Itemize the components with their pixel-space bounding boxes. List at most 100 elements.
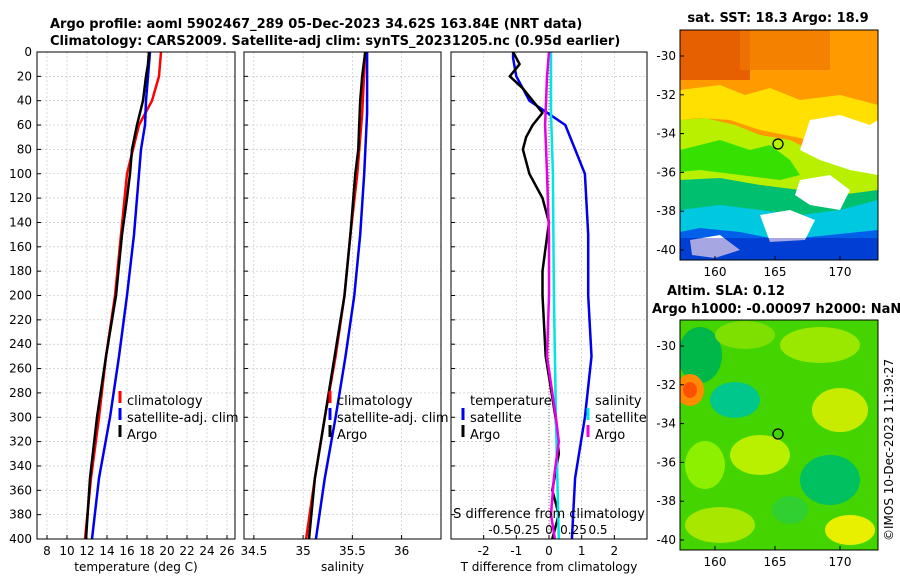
x-tick-label: 1 [578,544,586,558]
s-tick-label: -0.5 [488,523,511,537]
x-tick-label: 36 [394,544,409,558]
s-tick-label: -0.25 [509,523,540,537]
y-tick-label: 20 [17,69,32,83]
x-tick-label: 0 [545,544,553,558]
x-tick-label: 22 [179,544,194,558]
x-tick-label: -2 [478,544,490,558]
y-tick-label: 100 [9,167,32,181]
y-tick-label: 360 [9,483,32,497]
x-tick-label: 12 [79,544,94,558]
map-y-tick-label: -38 [656,204,676,218]
temperature-xlabel: temperature (deg C) [74,560,197,574]
map-y-tick-label: -36 [656,165,676,179]
figure-title-line1: Argo profile: aoml 5902467_289 05-Dec-20… [50,17,582,32]
map-y-tick-label: -32 [656,88,676,102]
map-y-tick-label: -30 [656,49,676,63]
s-tick-label: 0.5 [588,523,607,537]
x-tick-label: 24 [199,544,214,558]
legend-title-temperature: temperature [470,394,552,409]
x-tick-label: 2 [611,544,619,558]
y-tick-label: 120 [9,191,32,205]
argo-location-marker-sla [772,428,784,440]
map-y-tick-label: -36 [656,455,676,469]
map-y-tick-label: -34 [656,417,676,431]
legend-label: climatology [337,394,413,409]
map-x-tick-label: 165 [764,555,787,569]
figure-title-line2: Climatology: CARS2009. Satellite-adj cli… [50,34,620,49]
y-tick-label: 180 [9,264,32,278]
legend-label: Argo [595,428,625,443]
temperature-panel: 8 10 12 14 16 18 20 22 24 26 temperature (deg C) 0 2… [9,45,239,574]
difference-line-temperature-satellite [511,52,593,539]
temperature-line-satellite-adj-clim [90,52,152,539]
x-tick-label: 35 [295,544,310,558]
legend-label: satellite-adj. clim [337,411,449,426]
map-x-tick-label: 170 [829,555,852,569]
imos-watermark: ©IMOS 10-Dec-2023 11:39:27 [882,359,896,541]
x-tick-label: 8 [43,544,51,558]
x-tick-label: -1 [510,544,522,558]
legend-label: Argo [127,428,157,443]
y-tick-label: 140 [9,215,32,229]
y-tick-label: 200 [9,289,32,303]
map-y-tick-label: -40 [656,243,676,257]
legend-label: climatology [127,394,203,409]
sst-map-title: sat. SST: 18.3 Argo: 18.9 [687,11,868,26]
map-y-tick-label: -38 [656,494,676,508]
map-y-tick-label: -30 [656,339,676,353]
x-tick-label: 34.5 [240,544,267,558]
y-tick-label: 160 [9,240,32,254]
x-tick-label: 20 [159,544,174,558]
s-tick-label: 0.25 [560,523,587,537]
legend-label: satellite [595,411,647,426]
salinity-line-argo [307,52,367,539]
salinity-panel: 34.5 35 35.5 36 salinity climatology satellite… [240,51,449,574]
y-tick-label: 80 [17,142,32,156]
x-tick-label: 16 [119,544,134,558]
map-y-tick-label: -40 [656,533,676,547]
y-tick-label: 400 [9,532,32,546]
legend-label: Argo [337,428,367,443]
y-tick-label: 220 [9,313,32,327]
y-tick-label: 320 [9,435,32,449]
sst-map [679,29,879,261]
map-x-tick-label: 160 [704,265,727,279]
sla-map-title-line2: Argo h1000: -0.00097 h2000: NaN [652,302,900,317]
salinity-line-satellite-adj-clim [314,52,369,539]
legend-title-salinity: salinity [595,394,642,409]
y-tick-label: 60 [17,118,32,132]
legend-label: Argo [470,428,500,443]
map-x-tick-label: 160 [704,555,727,569]
temperature-line-climatology [83,52,163,539]
x-tick-label: 18 [139,544,154,558]
y-tick-label: 240 [9,337,32,351]
x-tick-label: 26 [219,544,234,558]
s-diff-label: S difference from climatology [453,507,645,522]
y-tick-label: 40 [17,94,32,108]
salinity-series [304,52,369,539]
x-tick-label: 10 [59,544,74,558]
salinity-xlabel: salinity [321,560,364,574]
sla-map [679,319,879,551]
difference-line-salinity-satellite [549,52,561,539]
legend-label: satellite-adj. clim [127,411,239,426]
y-tick-label: 380 [9,508,32,522]
map-y-tick-label: -32 [656,378,676,392]
map-y-tick-label: -34 [656,127,676,141]
s-tick-label: 0 [545,523,553,537]
y-tick-label: 0 [24,45,32,59]
difference-line-salinity-argo [543,52,561,539]
x-tick-label: 35.5 [339,544,366,558]
difference-xlabel: T difference from climatology [460,560,638,574]
y-tick-label: 340 [9,459,32,473]
argo-location-marker [772,138,784,150]
legend-label: satellite [470,411,522,426]
sla-map-title-line1: Altim. SLA: 0.12 [667,284,785,299]
y-tick-label: 260 [9,362,32,376]
y-tick-label: 300 [9,410,32,424]
map-x-tick-label: 170 [829,265,852,279]
map-x-tick-label: 165 [764,265,787,279]
temperature-series [83,52,163,539]
difference-panel: -2 -1 0 1 2 T difference from climatology temp… [450,51,648,574]
